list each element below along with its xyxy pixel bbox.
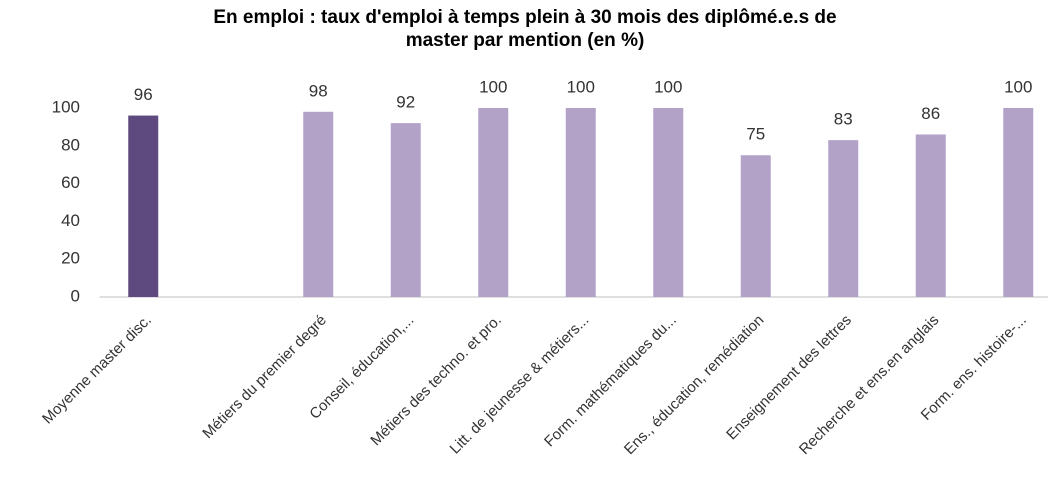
bar xyxy=(740,155,771,297)
bar xyxy=(1003,108,1034,297)
x-tick-label: Moyenne master disc. xyxy=(39,312,155,428)
bar xyxy=(478,108,509,297)
y-tick-label: 60 xyxy=(61,173,80,192)
title-box: En emploi : taux d'emploi à temps plein … xyxy=(0,6,1050,52)
value-label: 83 xyxy=(834,110,853,129)
value-label: 98 xyxy=(309,81,328,100)
value-label: 100 xyxy=(567,77,595,96)
value-label: 100 xyxy=(479,77,507,96)
value-label: 75 xyxy=(746,125,765,144)
x-tick-label: Litt. de jeunesse & métiers... xyxy=(447,312,593,458)
y-tick-label: 20 xyxy=(61,249,80,268)
bar xyxy=(390,123,421,298)
x-tick-label: Ens., éducation, remédiation xyxy=(621,312,767,458)
bar xyxy=(303,111,334,297)
value-label: 96 xyxy=(134,85,153,104)
y-tick-label: 0 xyxy=(71,286,80,305)
bar xyxy=(828,140,859,297)
bar xyxy=(915,134,946,297)
y-tick-label: 80 xyxy=(61,135,80,154)
value-label: 100 xyxy=(654,77,682,96)
value-label: 92 xyxy=(396,93,415,112)
y-tick-label: 100 xyxy=(52,97,80,116)
value-label: 86 xyxy=(921,104,940,123)
bar xyxy=(128,115,159,297)
value-label: 100 xyxy=(1004,77,1032,96)
x-tick-label: Métiers du premier degré xyxy=(199,312,330,443)
chart-title: En emploi : taux d'emploi à temps plein … xyxy=(213,7,837,51)
bar xyxy=(565,108,596,297)
x-tick-label: Recherche et ens.en anglais xyxy=(796,312,942,458)
y-tick-label: 40 xyxy=(61,211,80,230)
bar xyxy=(653,108,684,297)
